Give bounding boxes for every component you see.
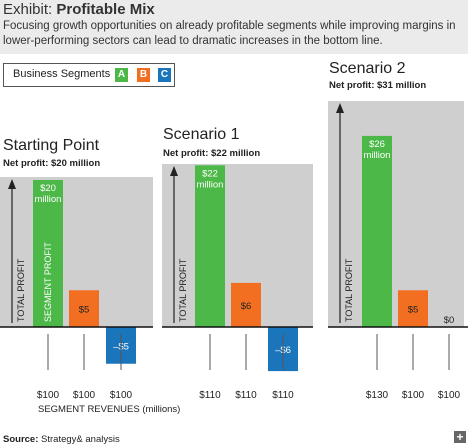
scenario-title-2: Scenario 2 bbox=[329, 60, 406, 77]
chart-1-bar-A bbox=[195, 165, 225, 327]
chart-2-y-arrow-head bbox=[336, 103, 344, 113]
chart-0-segment-profit-label: SEGMENT PROFIT bbox=[43, 242, 53, 322]
chart-2-value-label-A: $26 bbox=[369, 139, 385, 150]
chart-1-y-arrow-head bbox=[170, 166, 178, 176]
chart-2-value-label-B: $5 bbox=[408, 305, 419, 316]
chart-0-bar-B bbox=[69, 290, 99, 327]
legend-label: Business Segments bbox=[13, 68, 111, 80]
legend-key-a: A bbox=[115, 68, 128, 82]
source-label: Source: bbox=[3, 434, 39, 445]
chart-0-revenue-label-B: $100 bbox=[73, 390, 96, 401]
chart-0-revenue-label-C: $100 bbox=[110, 390, 133, 401]
legend: Business Segments A B C bbox=[3, 63, 175, 87]
chart-2-revenue-label-C: $100 bbox=[438, 390, 461, 401]
chart-2-value-label-A-unit: million bbox=[364, 150, 391, 161]
exhibit-prefix: Exhibit: bbox=[3, 1, 53, 18]
chart-1-revenue-label-A: $110 bbox=[199, 390, 221, 401]
chart-2-revenue-label-A: $130 bbox=[366, 390, 389, 401]
scenario-title-1: Scenario 1 bbox=[163, 126, 240, 143]
source-note: Source: Strategy& analysis bbox=[3, 434, 120, 445]
source-text: Strategy& analysis bbox=[41, 434, 120, 445]
legend-key-c: C bbox=[158, 68, 171, 82]
legend-key-b: B bbox=[137, 68, 150, 82]
chart-0-value-label-A: $20 bbox=[40, 183, 56, 194]
header-band bbox=[0, 0, 468, 54]
chart-2-ylabel: TOTAL PROFIT bbox=[344, 258, 354, 322]
chart-1-ylabel: TOTAL PROFIT bbox=[178, 258, 188, 322]
chart-1-value-label-A-unit: million bbox=[197, 179, 224, 190]
x-axis-label: SEGMENT REVENUES (millions) bbox=[38, 404, 180, 415]
chart-0-value-label-A-unit: million bbox=[35, 194, 62, 205]
chart-0-value-label-B: $5 bbox=[79, 305, 90, 316]
chart-0-revenue-label-A: $100 bbox=[37, 390, 60, 401]
chart-0-ylabel: TOTAL PROFIT bbox=[16, 258, 26, 322]
chart-1-revenue-label-B: $110 bbox=[235, 390, 257, 401]
scenario-title-starting-point: Starting Point bbox=[3, 137, 100, 154]
chart-2-bar-A bbox=[362, 135, 392, 327]
expand-button[interactable]: + bbox=[454, 431, 466, 443]
chart-1-value-label-A: $22 bbox=[202, 168, 218, 179]
chart-1-revenue-label-C: $110 bbox=[272, 390, 294, 401]
chart-1-bar-B bbox=[231, 282, 261, 327]
chart-2-revenue-label-B: $100 bbox=[402, 390, 425, 401]
chart-2-bar-B bbox=[398, 290, 428, 327]
exhibit-title-text: Profitable Mix bbox=[56, 1, 155, 18]
scenario-profit-2: Net profit: $31 million bbox=[329, 80, 427, 91]
scenario-profit-1: Net profit: $22 million bbox=[163, 148, 261, 159]
exhibit-subtitle: Focusing growth opportunities on already… bbox=[3, 20, 456, 47]
charts-svg: TOTAL PROFIT$20million$100$5$100–$5$100S… bbox=[0, 101, 468, 415]
exhibit-title: Exhibit: Profitable Mix bbox=[3, 1, 155, 18]
scenario-profit-starting-point: Net profit: $20 million bbox=[3, 158, 101, 169]
chart-1-value-label-B: $6 bbox=[241, 301, 252, 312]
chart-2-value-label-C: $0 bbox=[444, 315, 455, 326]
chart-0-y-arrow-head bbox=[8, 179, 16, 189]
chart-2-background bbox=[328, 101, 464, 327]
chart-0-bar-A bbox=[33, 180, 63, 327]
